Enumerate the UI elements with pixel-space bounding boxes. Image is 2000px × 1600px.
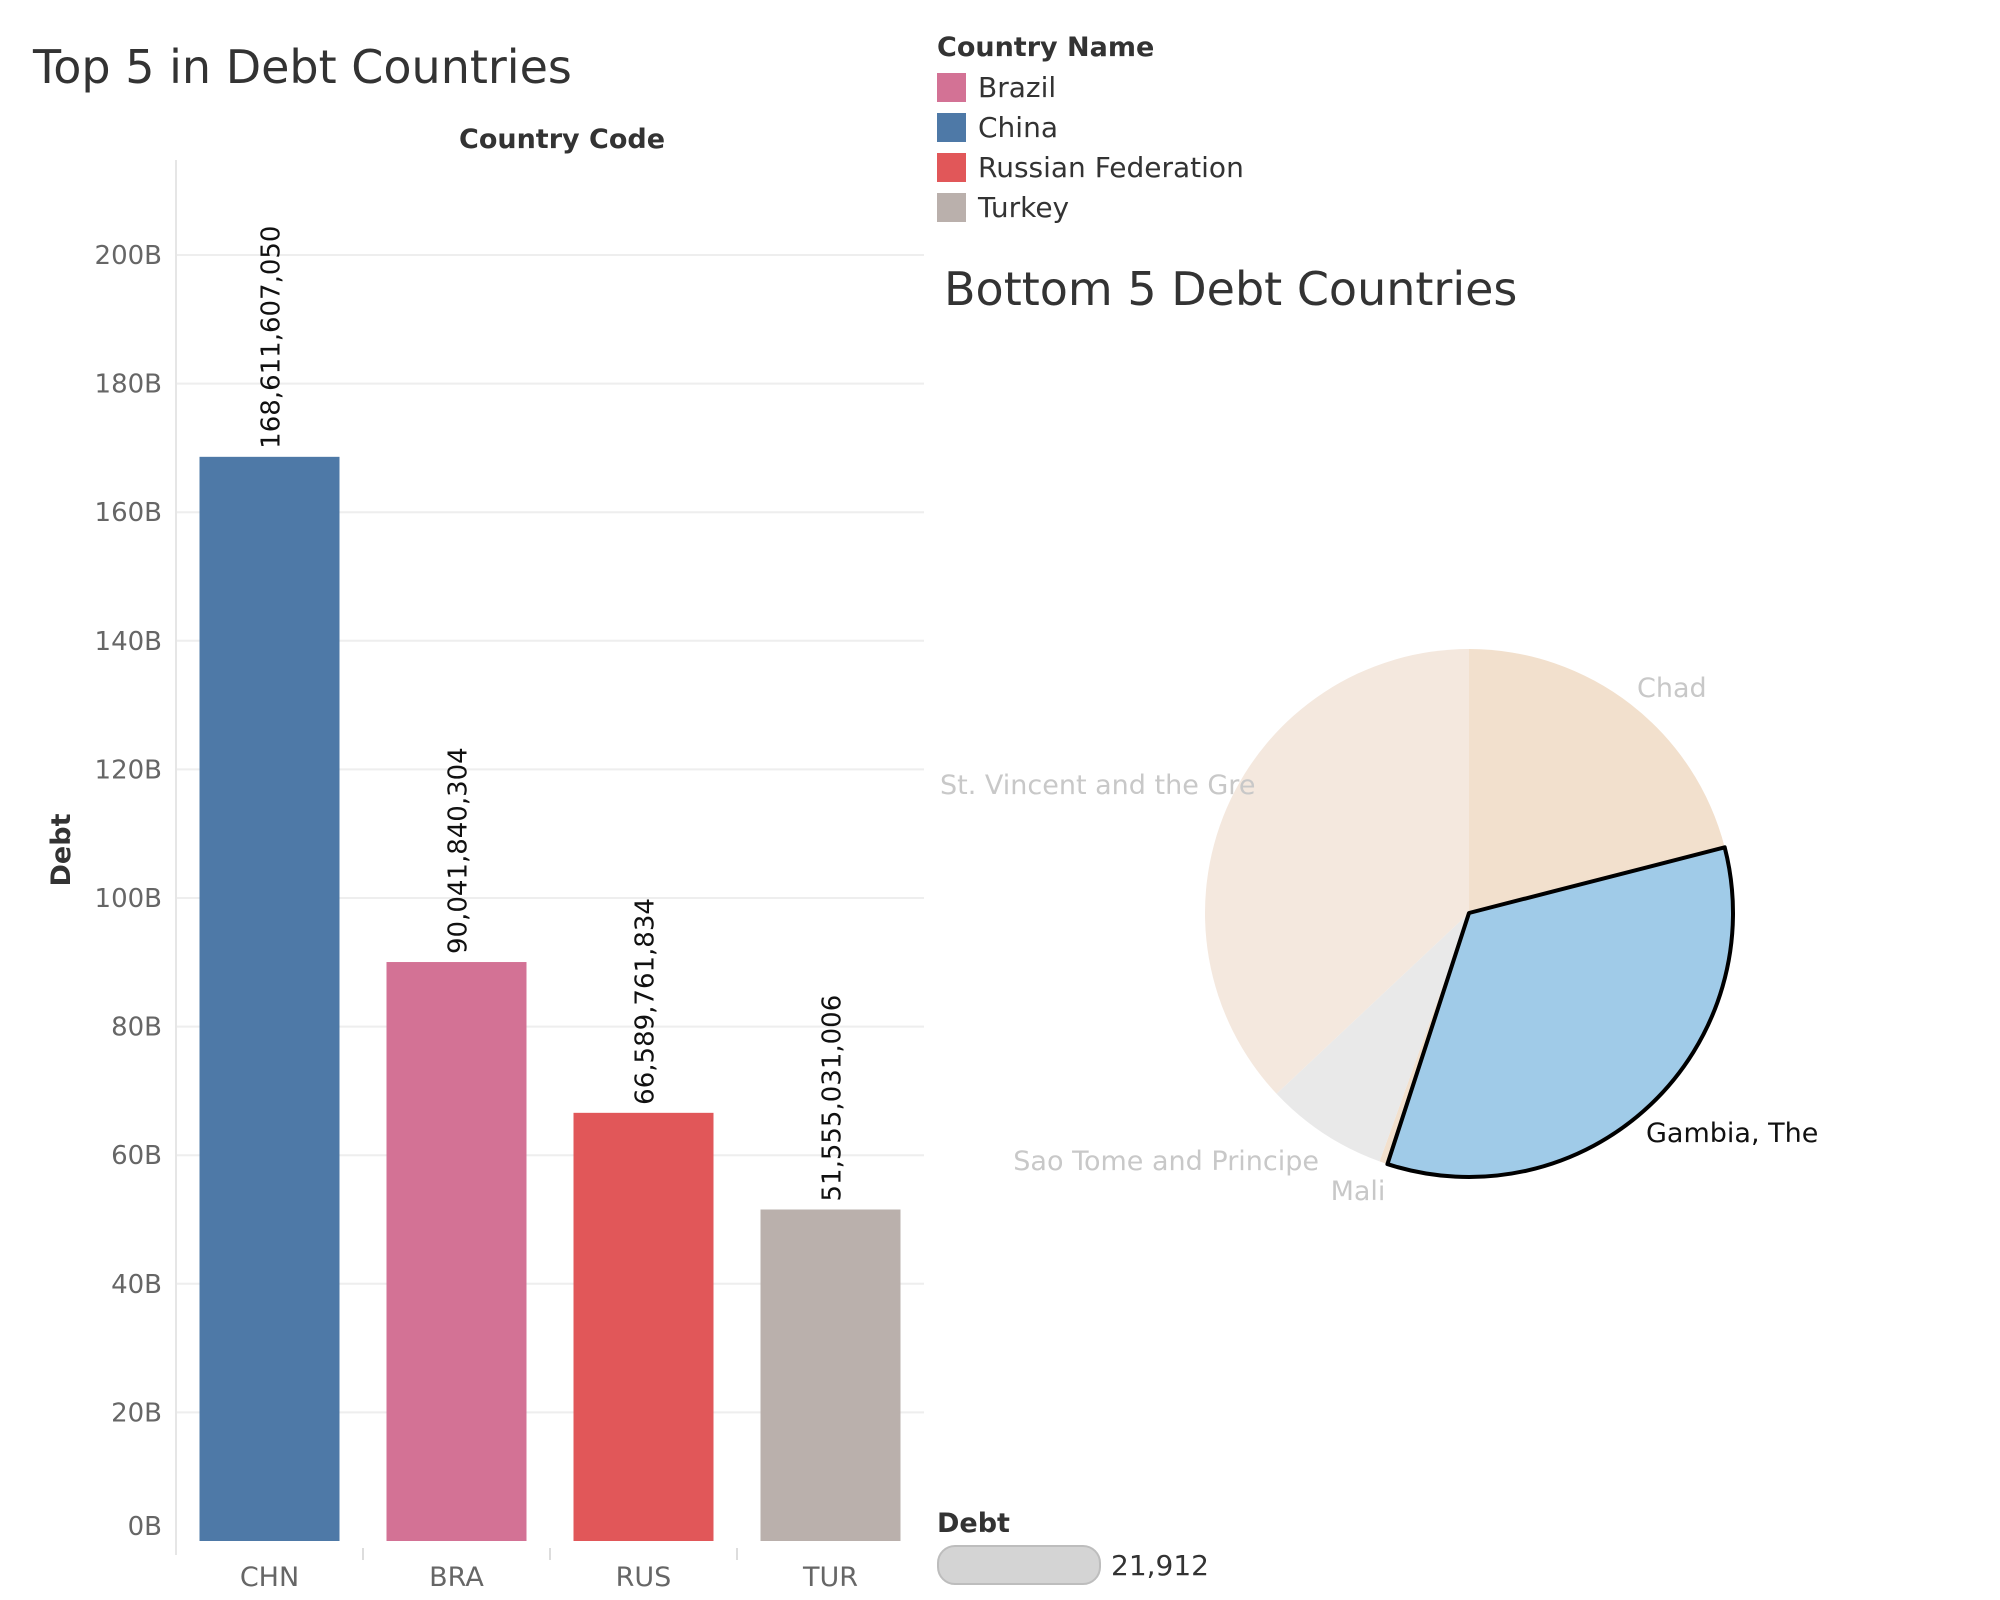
color-legend: Country Name Brazil China Russian Federati… bbox=[937, 32, 1244, 227]
y-tick-label: 0B bbox=[128, 1512, 162, 1542]
y-tick-label: 80B bbox=[111, 1013, 162, 1043]
pie-slice-4[interactable] bbox=[1204, 649, 1469, 1094]
pie-label: Chad bbox=[1637, 673, 1707, 704]
bar-y-axis: 0B 20B 40B 60B 80B 100B 120B 140B 160B 180B 200B bbox=[95, 160, 177, 1555]
legend-item[interactable]: Russian Federation bbox=[937, 147, 1244, 187]
y-tick-label: 60B bbox=[111, 1141, 162, 1171]
size-legend-swatch bbox=[937, 1545, 1101, 1585]
bar-chn[interactable] bbox=[199, 456, 340, 1541]
y-tick-label: 200B bbox=[95, 241, 162, 271]
bar-bra[interactable] bbox=[386, 962, 527, 1541]
size-legend: Debt 21,912 bbox=[937, 1508, 1209, 1585]
legend-swatch bbox=[937, 192, 966, 222]
legend-item[interactable]: Brazil bbox=[937, 67, 1244, 107]
y-tick-label: 20B bbox=[111, 1398, 162, 1428]
x-tick-label: CHN bbox=[240, 1562, 299, 1593]
size-legend-value: 21,912 bbox=[1111, 1548, 1209, 1582]
pie-label: Gambia, The bbox=[1646, 1118, 1818, 1149]
legend-swatch bbox=[937, 72, 966, 102]
pie-slice-1[interactable] bbox=[1385, 845, 1736, 1179]
x-tick-label: TUR bbox=[802, 1562, 858, 1593]
bar-value-label: 168,611,607,050 bbox=[257, 226, 287, 449]
legend-label: Brazil bbox=[978, 70, 1057, 104]
legend-label: China bbox=[978, 110, 1058, 144]
size-legend-title: Debt bbox=[937, 1508, 1010, 1539]
y-tick-label: 140B bbox=[95, 627, 162, 657]
pie-chart-title: Bottom 5 Debt Countries bbox=[944, 262, 1518, 316]
y-tick-label: 40B bbox=[111, 1270, 162, 1300]
legend-swatch bbox=[937, 152, 966, 182]
x-tick-label: RUS bbox=[616, 1562, 672, 1593]
y-tick-label: 160B bbox=[95, 498, 162, 528]
y-tick-label: 100B bbox=[95, 884, 162, 914]
pie-label: St. Vincent and the Gre bbox=[940, 770, 1255, 801]
pie-slice-3[interactable] bbox=[1276, 913, 1469, 1162]
y-tick-label: 180B bbox=[95, 370, 162, 400]
legend-label: Russian Federation bbox=[978, 150, 1244, 184]
pie-labels: Chad Gambia, The Mali Sao Tome and Principe… bbox=[940, 673, 1818, 1207]
legend-item[interactable]: Turkey bbox=[937, 187, 1244, 227]
bar-tur[interactable] bbox=[760, 1209, 901, 1541]
bar-chart-title: Top 5 in Debt Countries bbox=[33, 40, 572, 94]
legend-title: Country Name bbox=[937, 32, 1155, 63]
legend-item[interactable]: China bbox=[937, 107, 1244, 147]
legend-label: Turkey bbox=[978, 190, 1070, 224]
bar-x-labels: CHN BRA RUS TUR bbox=[240, 1548, 858, 1593]
bar-marks: 168,611,607,050 90,041,840,304 66,589,761,… bbox=[199, 226, 901, 1541]
bar-rus[interactable] bbox=[573, 1112, 714, 1541]
x-tick-label: BRA bbox=[429, 1562, 484, 1593]
pie-label: Mali bbox=[1331, 1176, 1386, 1207]
pie-slice-0[interactable] bbox=[1469, 649, 1725, 913]
y-axis-title: Debt bbox=[46, 813, 77, 886]
bar-value-label: 66,589,761,834 bbox=[631, 898, 661, 1105]
y-tick-label: 120B bbox=[95, 755, 162, 785]
column-header: Country Code bbox=[459, 124, 666, 155]
pie-marks bbox=[1204, 649, 1736, 1179]
pie-label: Sao Tome and Principe bbox=[1013, 1146, 1319, 1177]
bar-value-label: 51,555,031,006 bbox=[818, 995, 848, 1202]
legend-swatch bbox=[937, 112, 966, 142]
bar-value-label: 90,041,840,304 bbox=[444, 747, 474, 954]
